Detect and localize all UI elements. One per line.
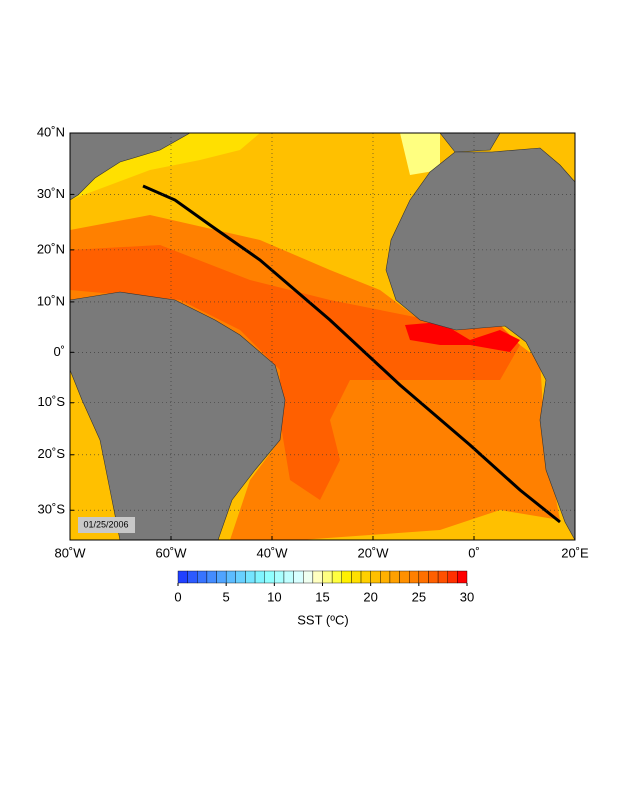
lat-tick-label: 20˚N xyxy=(37,241,65,256)
ocean-hottest xyxy=(405,322,520,352)
ocean-cool xyxy=(400,133,440,175)
date-box xyxy=(78,517,135,533)
map xyxy=(70,133,575,540)
colorbar-swatch xyxy=(351,570,362,584)
colorbar-swatch xyxy=(418,570,429,584)
colorbar-swatch xyxy=(360,570,371,584)
land-north-america xyxy=(70,133,191,201)
colorbar-swatch xyxy=(370,570,381,584)
colorbar-swatch xyxy=(235,570,246,584)
colorbar-tick-label: 10 xyxy=(267,589,281,604)
colorbar-swatch xyxy=(409,570,420,584)
colorbar-tick-label: 25 xyxy=(412,589,426,604)
colorbar-swatch xyxy=(331,570,342,584)
colorbar-swatch xyxy=(293,570,304,584)
colorbar-swatch xyxy=(303,570,314,584)
colorbar-swatch xyxy=(187,570,198,584)
land-africa xyxy=(385,147,575,540)
transect-line xyxy=(142,184,561,524)
lon-tick-label: 0˚ xyxy=(468,545,480,560)
colorbar-swatch xyxy=(225,570,237,584)
colorbar-tick-label: 5 xyxy=(223,589,230,604)
colorbar-tick-label: 15 xyxy=(315,589,329,604)
colorbar-swatch xyxy=(399,570,410,584)
colorbar-swatch xyxy=(389,570,400,584)
colorbar-swatch xyxy=(380,570,391,584)
colorbar-label: SST (ºC) xyxy=(297,612,348,627)
lat-tick-label: 20˚S xyxy=(38,446,66,461)
colorbar-swatch xyxy=(457,570,468,584)
colorbar-swatch xyxy=(177,570,188,584)
lon-tick-label: 80˚W xyxy=(54,545,86,560)
land-south-america xyxy=(70,291,286,540)
date: 01/25/2006 xyxy=(83,519,128,529)
colorbar-swatch xyxy=(216,570,227,584)
colorbar-swatch xyxy=(264,570,275,584)
ocean-hot xyxy=(70,245,520,500)
colorbar-swatch xyxy=(341,570,352,584)
lon-tick-label: 20˚E xyxy=(561,545,589,560)
map-frame xyxy=(69,132,576,541)
colorbar-swatch xyxy=(197,570,208,584)
colorbar-tick-label: 20 xyxy=(363,589,377,604)
colorbar-tick-label: 0 xyxy=(174,589,181,604)
colorbar-swatch xyxy=(283,570,294,584)
lat-tick-label: 10˚S xyxy=(38,394,66,409)
colorbar-tick-label: 30 xyxy=(460,589,474,604)
lat-tick-label: 30˚N xyxy=(37,186,65,201)
lon-tick-label: 60˚W xyxy=(155,545,187,560)
colorbar-swatch xyxy=(254,570,265,584)
lon-tick-label: 40˚W xyxy=(256,545,288,560)
colorbar-swatch xyxy=(428,570,439,584)
colorbar-swatch xyxy=(437,570,448,584)
colorbar-swatch xyxy=(312,570,323,584)
colorbar-swatch xyxy=(245,570,256,584)
lat-tick-label: 40˚N xyxy=(37,124,65,139)
lat-tick-label: 30˚S xyxy=(38,502,66,517)
land-europe xyxy=(439,133,501,153)
lon-tick-label: 20˚W xyxy=(357,545,389,560)
colorbar: 0 5 10 15 20 25 30 xyxy=(174,570,474,604)
colorbar-swatch xyxy=(206,570,217,584)
colorbar-swatch xyxy=(322,570,333,584)
colorbar-swatch xyxy=(274,570,285,584)
lat-tick-label: 0˚ xyxy=(53,344,65,359)
colorbar-swatch xyxy=(447,570,458,584)
lat-tick-label: 10˚N xyxy=(37,293,65,308)
grid xyxy=(69,132,576,540)
